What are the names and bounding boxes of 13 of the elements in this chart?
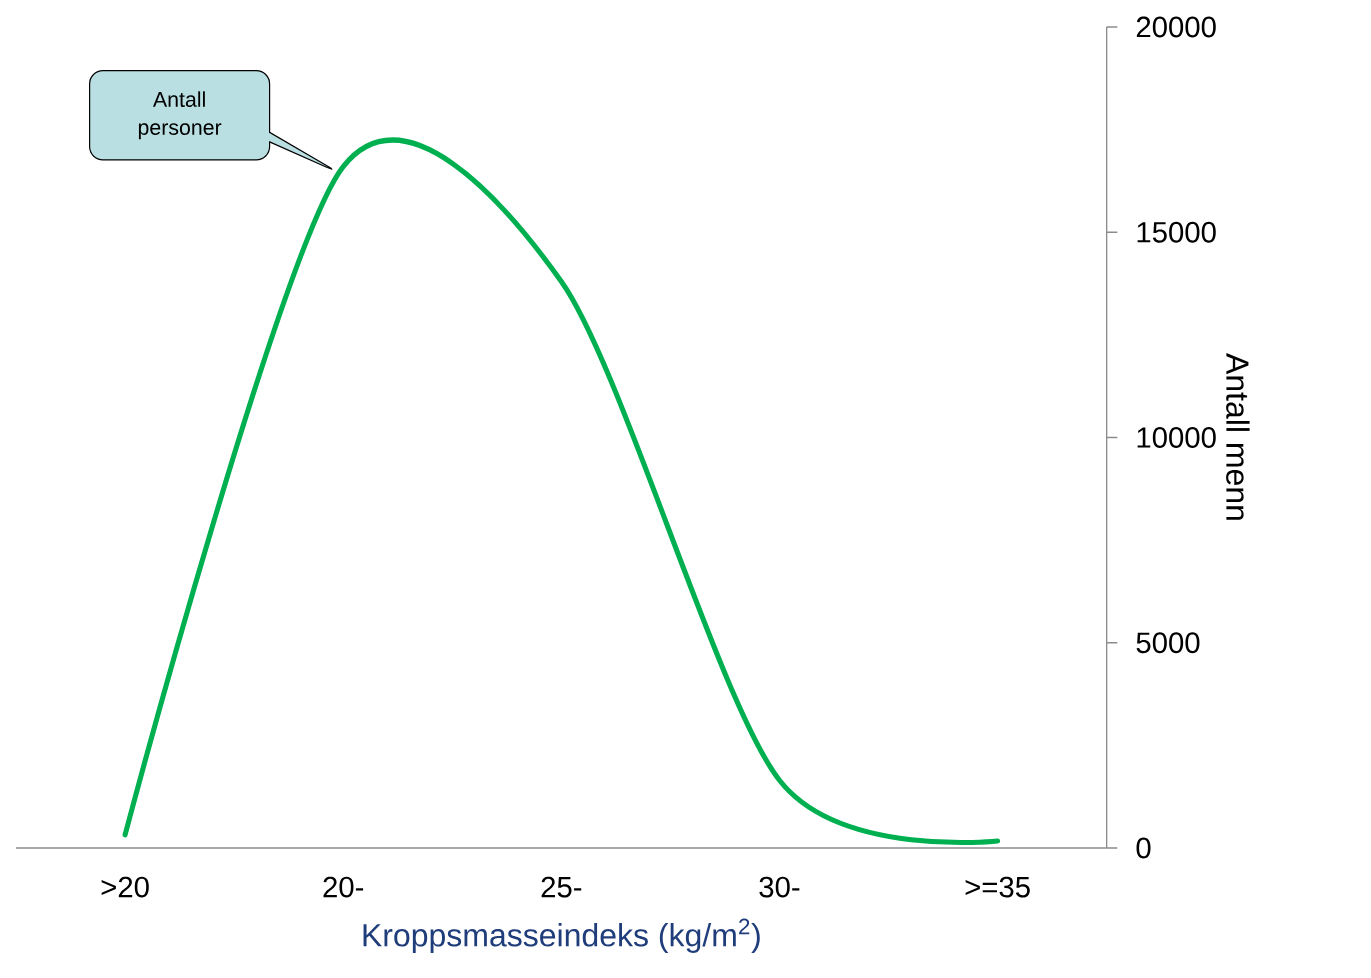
y-axis-title: Antall menn <box>1226 353 1250 520</box>
x-tick-label: 25- <box>541 876 582 898</box>
y-tick-label: 0 <box>1136 837 1151 859</box>
x-tick-label: 20- <box>323 876 364 898</box>
x-tick-label: >20 <box>101 876 149 898</box>
annotation: Antall personer <box>138 91 222 140</box>
y-tick-label: 15000 <box>1137 221 1216 243</box>
y-tick-label: 10000 <box>1137 427 1216 448</box>
y-tick-label: 5000 <box>1136 632 1200 654</box>
x-tick-label: >=35 <box>965 876 1030 898</box>
y-tick-label: 20000 <box>1136 16 1216 38</box>
x-axis-title: Kroppsmasseindeks (kg/m$^{2}$) <box>363 918 760 953</box>
x-tick-label: 30- <box>759 876 800 898</box>
